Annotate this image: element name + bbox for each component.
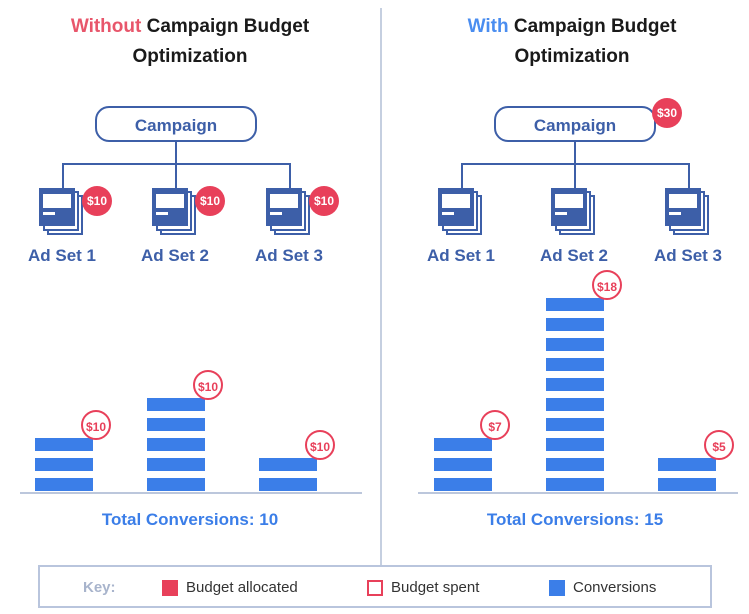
left-ad-set-2-budget-badge: $10 — [195, 186, 225, 216]
left-bar-2-spent-badge: $10 — [193, 370, 223, 400]
legend-budget-allocated-label: Budget allocated — [186, 579, 298, 596]
panel-divider — [380, 8, 382, 566]
left-bar-3-segment — [259, 458, 317, 471]
left-chart-baseline — [20, 492, 362, 494]
right-bar-1-segment — [434, 438, 492, 451]
right-title-highlight: With — [467, 16, 509, 37]
right-title-line2: Optimization — [514, 46, 630, 67]
right-tree-drop-2 — [574, 163, 576, 188]
left-bar-3-segment — [259, 478, 317, 491]
left-bar-2-segment — [147, 418, 205, 431]
right-bar-2-segment — [546, 438, 604, 451]
left-ad-set-2-icon — [151, 188, 197, 236]
right-tree-drop-3 — [688, 163, 690, 188]
right-title: With Campaign Budget Optimization — [392, 12, 749, 72]
left-ad-set-1-label: Ad Set 1 — [27, 246, 97, 265]
left-title-highlight: Without — [70, 16, 142, 37]
right-campaign-box: Campaign — [494, 106, 656, 142]
right-bar-2-segment — [546, 358, 604, 371]
left-bar-1-segment — [35, 438, 93, 451]
left-ad-set-1-budget-badge: $10 — [82, 186, 112, 216]
campaign-budget-badge: $30 — [652, 98, 682, 128]
legend-conversions-label: Conversions — [573, 579, 657, 596]
left-bar-2-segment — [147, 478, 205, 491]
left-bar-1-segment — [35, 478, 93, 491]
right-bar-2-segment — [546, 298, 604, 311]
right-bar-2-segment — [546, 478, 604, 491]
left-campaign-box: Campaign — [95, 106, 257, 142]
right-bar-2-segment — [546, 418, 604, 431]
right-bar-3-spent-badge: $5 — [704, 430, 734, 460]
right-bar-2-segment — [546, 338, 604, 351]
left-total-conversions: Total Conversions: 10 — [101, 510, 279, 529]
left-bar-2-segment — [147, 438, 205, 451]
right-tree-drop-1 — [461, 163, 463, 188]
right-bar-3-segment — [658, 478, 716, 491]
left-tree-drop-2 — [175, 163, 177, 188]
left-ad-set-3-label: Ad Set 3 — [254, 246, 324, 265]
right-ad-set-1-label: Ad Set 1 — [426, 246, 496, 265]
right-title-rest: Campaign Budget — [508, 16, 677, 37]
left-ad-set-3-budget-badge: $10 — [309, 186, 339, 216]
left-bar-1-segment — [35, 458, 93, 471]
left-bar-2-segment — [147, 398, 205, 411]
legend-key-label: Key: — [83, 579, 116, 596]
left-ad-set-3-icon — [265, 188, 311, 236]
right-bar-3-segment — [658, 458, 716, 471]
right-bar-2-segment — [546, 458, 604, 471]
left-title-line2: Optimization — [132, 46, 248, 67]
right-ad-set-3-icon — [664, 188, 710, 236]
legend-conversions-swatch — [549, 580, 565, 596]
right-tree-trunk — [574, 142, 576, 164]
left-bar-1-spent-badge: $10 — [81, 410, 111, 440]
right-ad-set-1-icon — [437, 188, 483, 236]
right-bar-1-segment — [434, 458, 492, 471]
right-bar-2-segment — [546, 378, 604, 391]
left-bar-2-segment — [147, 458, 205, 471]
right-total-conversions: Total Conversions: 15 — [486, 510, 664, 529]
right-bar-1-spent-badge: $7 — [480, 410, 510, 440]
right-bar-2-segment — [546, 318, 604, 331]
right-bar-2-segment — [546, 398, 604, 411]
right-ad-set-2-icon — [550, 188, 596, 236]
right-chart-baseline — [418, 492, 738, 494]
left-title: Without Campaign Budget Optimization — [10, 12, 370, 72]
right-bar-1-segment — [434, 478, 492, 491]
left-bar-3-spent-badge: $10 — [305, 430, 335, 460]
left-tree-drop-3 — [289, 163, 291, 188]
left-tree-trunk — [175, 142, 177, 164]
right-bar-2-spent-badge: $18 — [592, 270, 622, 300]
left-ad-set-2-label: Ad Set 2 — [140, 246, 210, 265]
left-tree-drop-1 — [62, 163, 64, 188]
legend-budget-spent-swatch — [367, 580, 383, 596]
legend-budget-spent-label: Budget spent — [391, 579, 480, 596]
right-ad-set-3-label: Ad Set 3 — [653, 246, 723, 265]
left-title-rest: Campaign Budget — [141, 16, 310, 37]
left-ad-set-1-icon — [38, 188, 84, 236]
right-ad-set-2-label: Ad Set 2 — [539, 246, 609, 265]
legend-budget-allocated-swatch — [162, 580, 178, 596]
